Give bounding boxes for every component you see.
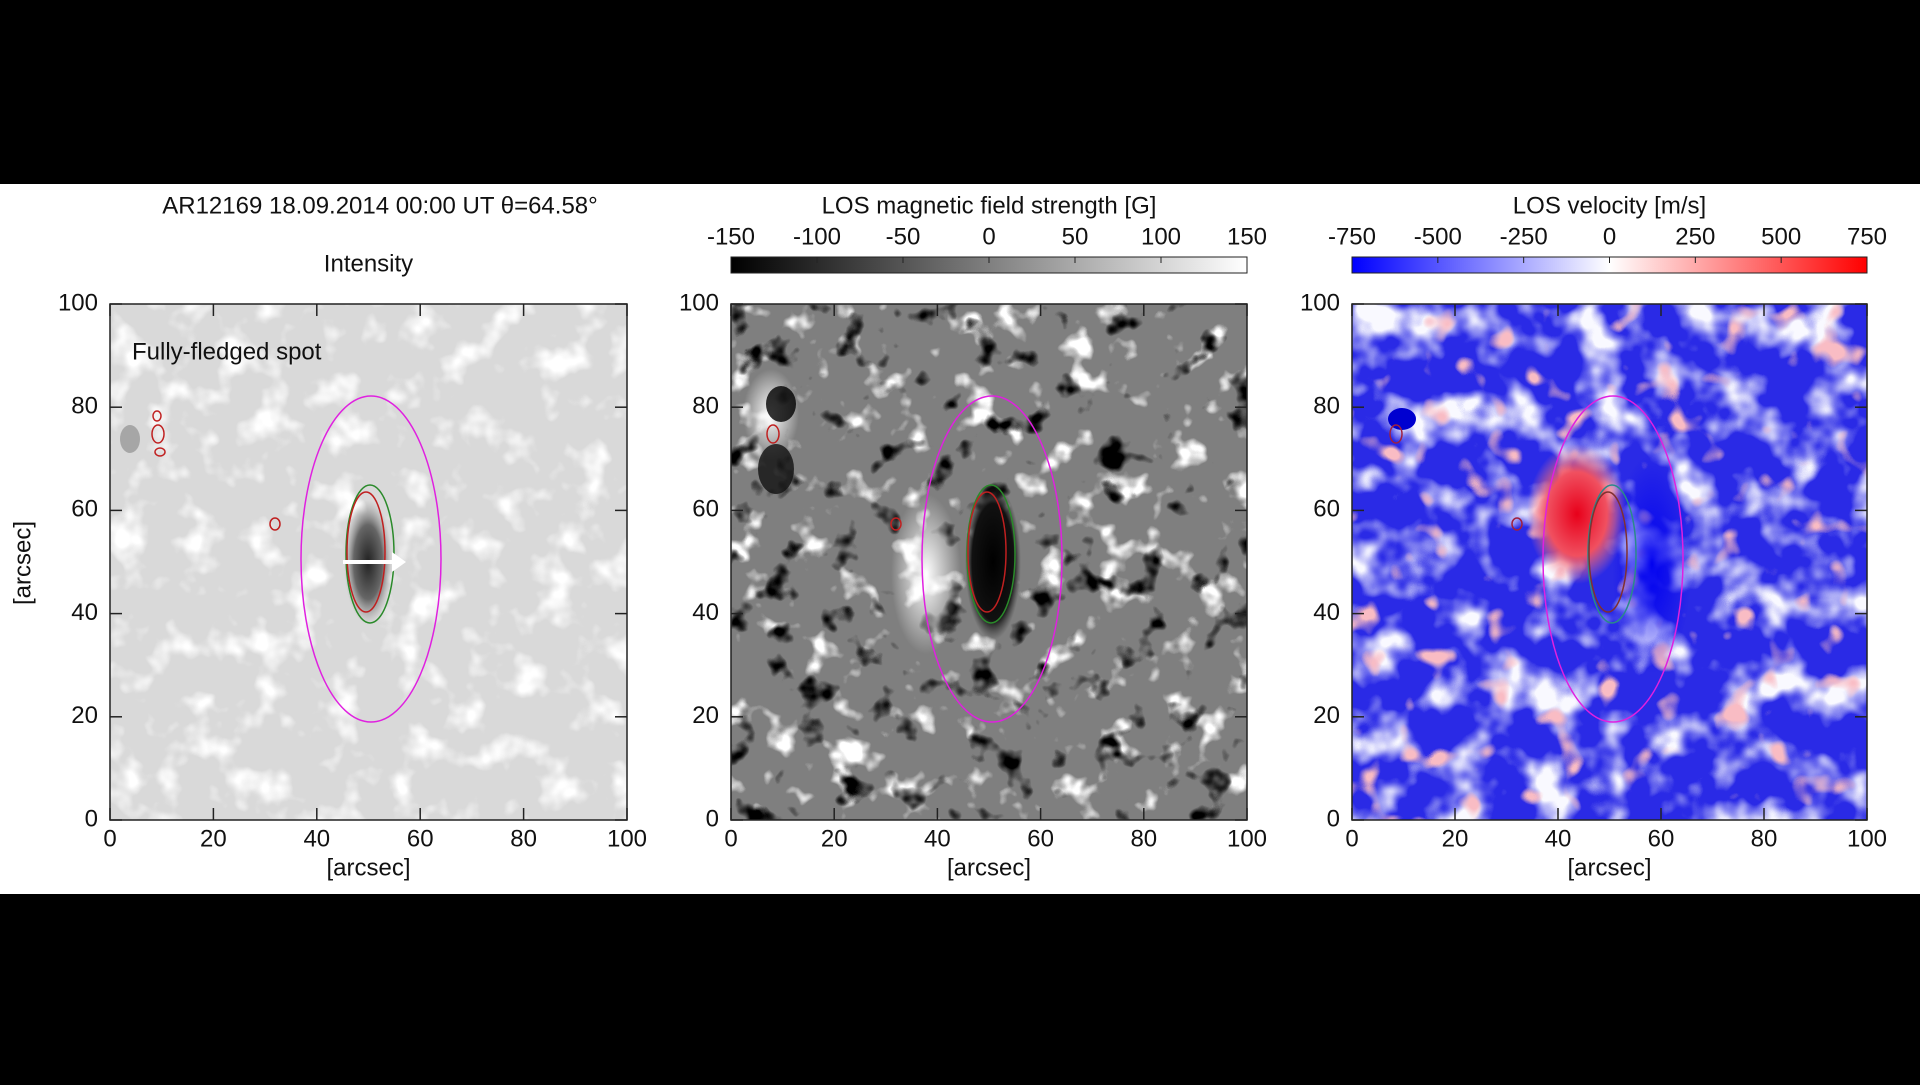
colorbar-tick-label: 100 bbox=[1141, 223, 1181, 250]
x-tick-label: 40 bbox=[924, 825, 951, 852]
x-tick-label: 20 bbox=[200, 825, 227, 852]
y-tick-label: 20 bbox=[692, 702, 719, 729]
colorbar-tick-label: 0 bbox=[1603, 223, 1616, 250]
y-tick-label: 40 bbox=[692, 599, 719, 626]
y-tick-label: 100 bbox=[58, 289, 98, 316]
plot-frame bbox=[109, 303, 628, 821]
x-tick-label: 40 bbox=[303, 825, 330, 852]
y-tick-label: 0 bbox=[1327, 805, 1340, 832]
y-tick-label: 0 bbox=[706, 805, 719, 832]
y-tick-label: 20 bbox=[71, 702, 98, 729]
x-tick-label: 60 bbox=[1027, 825, 1054, 852]
x-tick-label: 60 bbox=[1648, 825, 1675, 852]
x-tick-label: 20 bbox=[821, 825, 848, 852]
x-axis-label: [arcsec] bbox=[1567, 854, 1651, 881]
colorbar-tick-label: 750 bbox=[1847, 223, 1887, 250]
y-tick-label: 0 bbox=[85, 805, 98, 832]
x-tick-label: 100 bbox=[607, 825, 647, 852]
plot-frame bbox=[1351, 303, 1868, 821]
y-tick-label: 60 bbox=[692, 496, 719, 523]
colorbar-tick-label: -50 bbox=[886, 223, 921, 250]
panel-title: LOS magnetic field strength [G] bbox=[822, 192, 1157, 219]
y-axis-label: [arcsec] bbox=[9, 521, 36, 605]
colorbar-tick-label: -750 bbox=[1328, 223, 1376, 250]
colorbar-tick-label: 150 bbox=[1227, 223, 1267, 250]
panel-title: LOS velocity [m/s] bbox=[1513, 192, 1706, 219]
x-axis-label: [arcsec] bbox=[326, 854, 410, 881]
colorbar-tick-label: 50 bbox=[1062, 223, 1089, 250]
y-tick-label: 40 bbox=[71, 599, 98, 626]
x-tick-label: 60 bbox=[407, 825, 434, 852]
x-tick-label: 0 bbox=[724, 825, 737, 852]
y-tick-label: 40 bbox=[1313, 599, 1340, 626]
panel-image bbox=[1352, 304, 1867, 820]
plot-frame bbox=[730, 303, 1248, 821]
x-tick-label: 0 bbox=[103, 825, 116, 852]
x-tick-label: 20 bbox=[1442, 825, 1469, 852]
panel-image bbox=[110, 304, 627, 820]
panel-title: AR12169 18.09.2014 00:00 UT θ=64.58° bbox=[162, 192, 598, 219]
y-tick-label: 20 bbox=[1313, 702, 1340, 729]
panel-image bbox=[731, 304, 1247, 820]
x-tick-label: 80 bbox=[510, 825, 537, 852]
x-tick-label: 0 bbox=[1345, 825, 1358, 852]
colorbar-tick-label: -500 bbox=[1414, 223, 1462, 250]
x-axis-label: [arcsec] bbox=[947, 854, 1031, 881]
x-tick-label: 80 bbox=[1751, 825, 1778, 852]
colorbar-tick-label: 250 bbox=[1675, 223, 1715, 250]
annotation: Fully-fledged spot bbox=[132, 338, 322, 365]
y-tick-label: 80 bbox=[692, 393, 719, 420]
y-tick-label: 80 bbox=[1313, 393, 1340, 420]
colorbar-tick-label: -150 bbox=[707, 223, 755, 250]
y-tick-label: 60 bbox=[1313, 496, 1340, 523]
y-tick-label: 100 bbox=[1300, 289, 1340, 316]
y-tick-label: 100 bbox=[679, 289, 719, 316]
panel-subtitle: Intensity bbox=[324, 250, 413, 277]
x-tick-label: 100 bbox=[1847, 825, 1887, 852]
x-tick-label: 40 bbox=[1545, 825, 1572, 852]
x-tick-label: 100 bbox=[1227, 825, 1267, 852]
colorbar-tick-label: 500 bbox=[1761, 223, 1801, 250]
x-tick-label: 80 bbox=[1130, 825, 1157, 852]
y-tick-label: 80 bbox=[71, 393, 98, 420]
y-tick-label: 60 bbox=[71, 496, 98, 523]
colorbar-tick-label: 0 bbox=[982, 223, 995, 250]
colorbar-tick-label: -100 bbox=[793, 223, 841, 250]
colorbar-tick-label: -250 bbox=[1500, 223, 1548, 250]
